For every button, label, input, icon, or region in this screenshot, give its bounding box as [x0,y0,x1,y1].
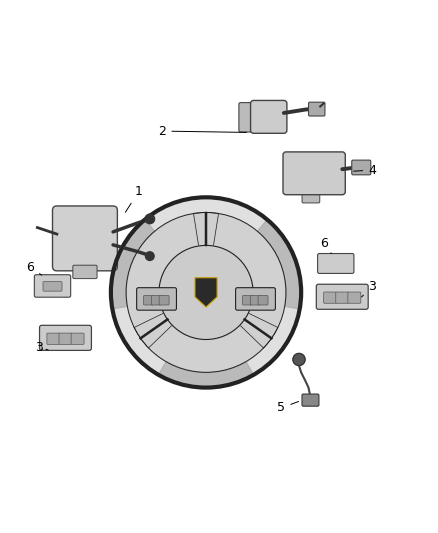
FancyBboxPatch shape [47,333,60,344]
FancyBboxPatch shape [39,325,92,350]
Circle shape [159,245,253,340]
Polygon shape [126,214,199,327]
Polygon shape [111,220,155,309]
Polygon shape [148,325,264,373]
FancyBboxPatch shape [144,295,154,305]
FancyBboxPatch shape [251,100,287,133]
FancyBboxPatch shape [336,292,349,303]
FancyBboxPatch shape [302,188,320,203]
Polygon shape [258,220,301,309]
Text: 2: 2 [159,125,247,138]
Polygon shape [240,313,278,348]
FancyBboxPatch shape [283,152,345,195]
FancyBboxPatch shape [258,295,268,305]
FancyBboxPatch shape [352,160,371,175]
Polygon shape [134,313,172,348]
Circle shape [111,197,301,387]
FancyBboxPatch shape [59,333,72,344]
Polygon shape [159,362,254,387]
FancyBboxPatch shape [250,295,260,305]
FancyBboxPatch shape [348,292,361,303]
FancyBboxPatch shape [243,295,252,305]
FancyBboxPatch shape [43,281,62,291]
Text: 3: 3 [361,280,376,297]
FancyBboxPatch shape [239,103,255,132]
Text: 4: 4 [353,164,376,176]
FancyBboxPatch shape [302,394,319,406]
Text: 6: 6 [321,237,332,254]
FancyBboxPatch shape [236,288,276,310]
FancyBboxPatch shape [324,292,337,303]
FancyBboxPatch shape [159,295,169,305]
Circle shape [145,214,155,224]
Polygon shape [213,214,286,327]
FancyBboxPatch shape [308,102,325,116]
FancyBboxPatch shape [71,333,84,344]
Text: 1: 1 [125,185,142,212]
Text: 3: 3 [35,341,48,354]
Polygon shape [195,278,217,307]
Polygon shape [194,213,219,246]
Text: 6: 6 [27,261,42,275]
FancyBboxPatch shape [152,295,161,305]
FancyBboxPatch shape [318,254,354,273]
Circle shape [145,252,154,261]
Circle shape [293,353,305,366]
FancyBboxPatch shape [53,206,117,271]
FancyBboxPatch shape [137,288,177,310]
FancyBboxPatch shape [316,284,368,309]
FancyBboxPatch shape [73,265,97,279]
Text: 5: 5 [277,401,299,414]
FancyBboxPatch shape [34,274,71,297]
